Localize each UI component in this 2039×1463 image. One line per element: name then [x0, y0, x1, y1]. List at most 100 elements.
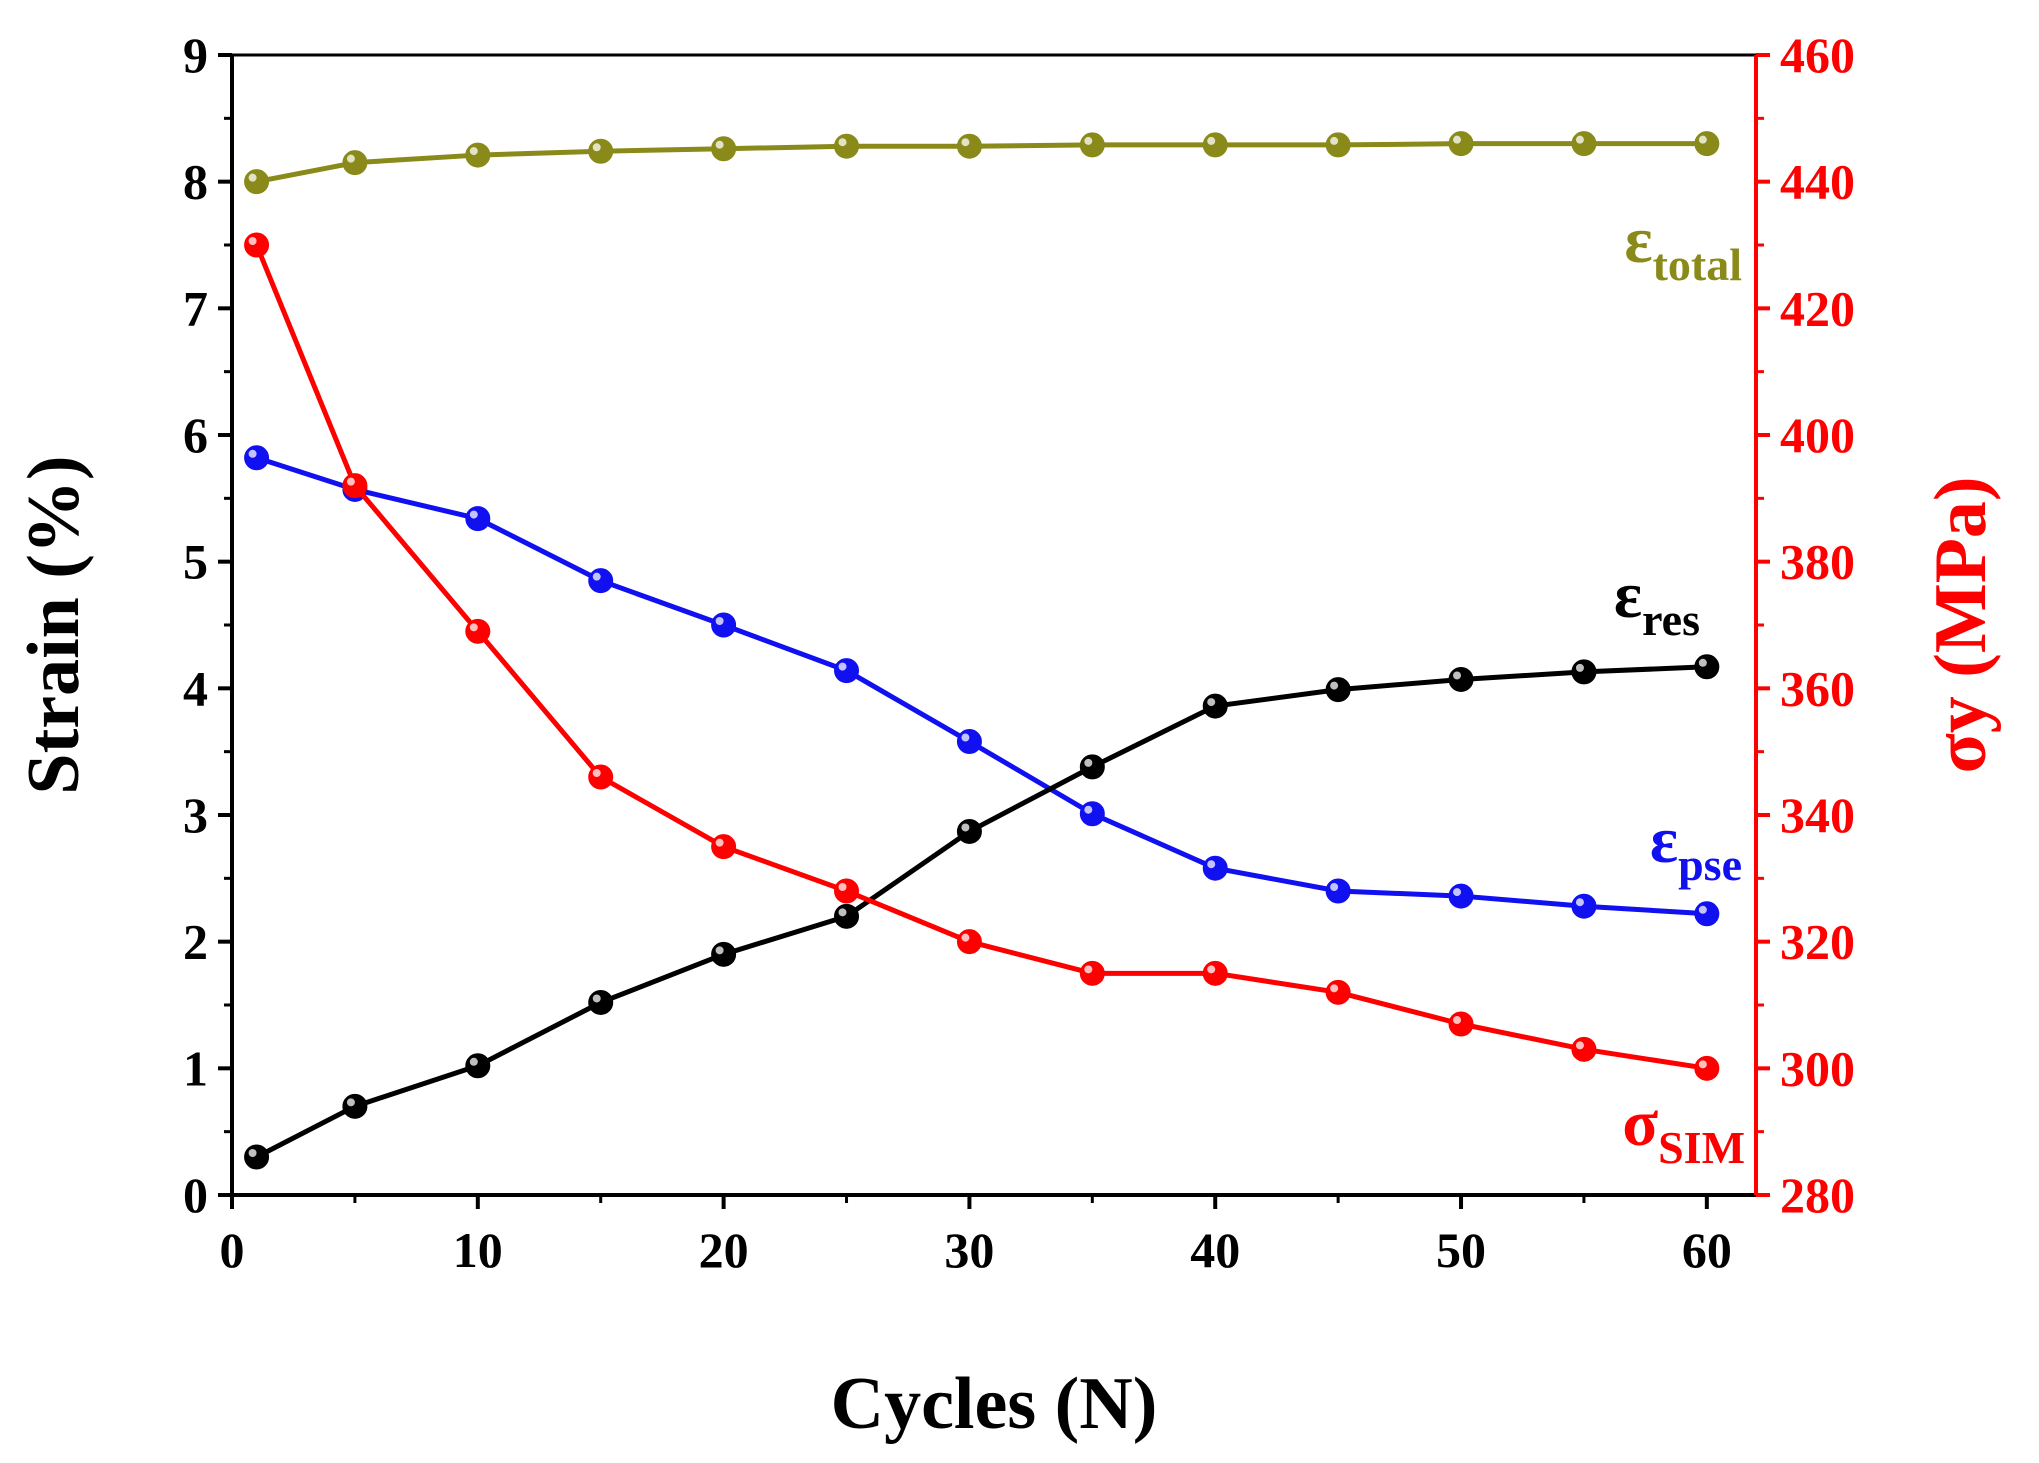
data-point: [711, 941, 737, 967]
data-point-highlight: [1453, 135, 1462, 144]
data-point: [1694, 131, 1720, 157]
data-point-highlight: [1453, 1016, 1462, 1024]
data-point-highlight: [715, 617, 724, 625]
data-point: [1325, 878, 1351, 904]
data-point-highlight: [1084, 965, 1093, 974]
data-point-highlight: [838, 883, 847, 891]
series-pse: [244, 445, 1720, 927]
data-point: [834, 658, 860, 684]
data-point: [1571, 131, 1597, 157]
data-point: [1079, 960, 1105, 986]
x-tick-label: 30: [944, 1222, 994, 1278]
x-tick-label: 50: [1436, 1222, 1486, 1278]
series-label: εpse: [1650, 804, 1742, 890]
data-point: [465, 506, 491, 532]
y2-tick-label: 300: [1780, 1040, 1855, 1096]
data-point: [1079, 801, 1105, 827]
data-point-highlight: [469, 623, 478, 632]
data-point: [465, 1053, 491, 1079]
data-point: [1448, 131, 1474, 157]
data-point-highlight: [1207, 136, 1216, 145]
y-tick-label: 0: [183, 1167, 208, 1223]
y-axis-title: Strain (%): [13, 455, 95, 794]
x-tick-label: 40: [1190, 1222, 1240, 1278]
data-point: [465, 618, 491, 644]
data-point-highlight: [1575, 1041, 1584, 1050]
data-point: [711, 834, 737, 860]
data-point-highlight: [469, 1057, 478, 1066]
series-label-main: ε: [1650, 804, 1678, 877]
series-line: [254, 244, 1708, 1071]
labels: Cycles (N)Strain (%) σy (MPa)εtotalεpseεr…: [13, 204, 2002, 1445]
data-point-highlight: [1330, 136, 1339, 145]
y2-tick-label: 280: [1780, 1167, 1855, 1223]
data-point-highlight: [715, 838, 724, 847]
y2-axis-title: σy (MPa): [1920, 476, 2002, 773]
data-point-highlight: [1084, 136, 1093, 145]
y2-tick-label: 420: [1780, 280, 1855, 336]
data-point-highlight: [715, 140, 724, 149]
data-point-highlight: [1084, 758, 1093, 767]
y2-tick-label: 320: [1780, 914, 1855, 970]
data-point-highlight: [1575, 663, 1584, 672]
data-point-highlight: [1207, 860, 1216, 869]
data-point: [244, 445, 270, 471]
y2-tick-label: 460: [1780, 27, 1855, 83]
data-point-highlight: [1453, 888, 1462, 897]
series-label-sub: res: [1642, 594, 1700, 645]
data-point-highlight: [1330, 681, 1339, 690]
y-tick-label: 9: [183, 27, 208, 83]
data-point-highlight: [1330, 984, 1339, 993]
data-point-highlight: [961, 733, 970, 742]
data-point: [956, 729, 982, 755]
data-point: [1202, 693, 1228, 719]
data-point-highlight: [346, 477, 355, 486]
data-point-highlight: [715, 946, 724, 955]
data-point: [342, 1093, 368, 1119]
y2-tick-label: 440: [1780, 154, 1855, 210]
data-point: [244, 169, 270, 195]
data-point-highlight: [838, 908, 847, 917]
data-point: [1325, 979, 1351, 1005]
data-point-highlight: [1084, 805, 1093, 814]
data-point: [834, 133, 860, 159]
data-point-highlight: [1698, 905, 1707, 914]
data-point: [588, 764, 614, 790]
data-point: [711, 136, 737, 162]
data-point: [956, 133, 982, 159]
y-tick-label: 8: [183, 154, 208, 210]
data-point-highlight: [592, 143, 601, 152]
series-label: εtotal: [1624, 204, 1742, 290]
data-point: [588, 138, 614, 164]
data-point: [834, 878, 860, 904]
x-tick-label: 60: [1682, 1222, 1732, 1278]
y-tick-label: 6: [183, 407, 208, 463]
data-point-highlight: [469, 147, 478, 156]
data-point-highlight: [346, 1098, 355, 1107]
series-layer: [244, 131, 1720, 1170]
series-label-main: ε: [1624, 204, 1652, 277]
y-tick-label: 3: [183, 787, 208, 843]
data-point: [1079, 754, 1105, 780]
series-label-sub: SIM: [1658, 1122, 1745, 1173]
data-point: [1694, 901, 1720, 927]
data-point: [342, 150, 368, 176]
y2-tick-label: 380: [1780, 534, 1855, 590]
data-point-highlight: [248, 1149, 257, 1157]
y-tick-label: 1: [183, 1040, 208, 1096]
data-point-highlight: [1698, 135, 1707, 144]
x-axis-title: Cycles (N): [831, 1363, 1158, 1445]
data-point: [1448, 666, 1474, 692]
data-point: [1571, 893, 1597, 919]
y2-tick-label: 340: [1780, 787, 1855, 843]
data-point-highlight: [592, 994, 601, 1003]
data-point-highlight: [469, 510, 478, 519]
data-point-highlight: [248, 449, 257, 458]
data-point: [244, 232, 270, 258]
data-point: [342, 473, 368, 499]
series-label-main: σ: [1622, 1087, 1658, 1160]
data-point: [1325, 677, 1351, 703]
data-point-highlight: [1207, 698, 1216, 707]
data-point: [1694, 1055, 1720, 1081]
data-point: [1202, 960, 1228, 986]
